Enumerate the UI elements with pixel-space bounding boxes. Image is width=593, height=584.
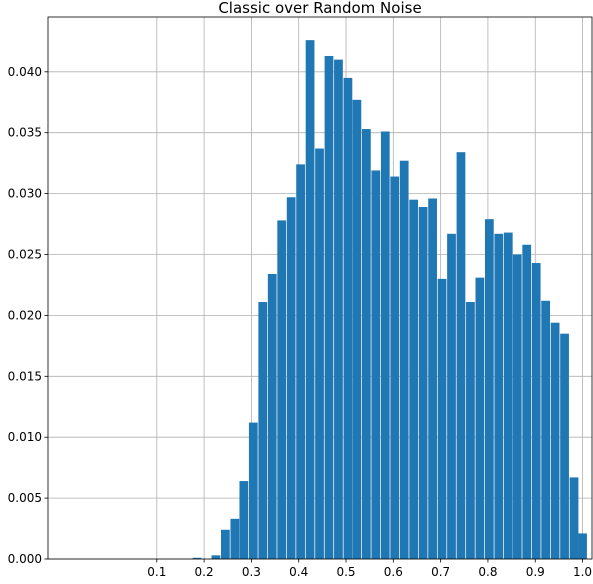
- histogram-bar: [494, 233, 504, 560]
- histogram-bar: [437, 278, 447, 559]
- histogram-bar: [390, 176, 400, 559]
- histogram-bar: [503, 232, 513, 559]
- histogram-bar: [456, 152, 466, 560]
- histogram-bar: [286, 197, 296, 559]
- histogram-bar: [380, 131, 390, 560]
- histogram-bar: [230, 518, 240, 559]
- y-tick-label: 0.025: [8, 248, 42, 262]
- histogram-bar: [248, 422, 258, 559]
- histogram-bar: [569, 477, 579, 559]
- histogram-bar: [343, 77, 353, 560]
- x-tick-label: 1.0: [573, 565, 592, 579]
- histogram-bar: [418, 207, 428, 559]
- histogram-bar: [239, 481, 249, 559]
- histogram-bar: [550, 322, 560, 559]
- bar-layer: [192, 40, 587, 560]
- y-tick-label: 0.010: [8, 430, 42, 444]
- histogram-bar: [409, 199, 419, 559]
- histogram-bar: [352, 99, 362, 559]
- histogram-bar: [305, 40, 315, 559]
- x-tick-label: 0.5: [336, 565, 355, 579]
- histogram-bar: [399, 160, 409, 559]
- y-tick-label: 0.035: [8, 126, 42, 140]
- histogram-bar: [578, 533, 587, 559]
- histogram-bar: [258, 302, 268, 559]
- histogram-bar: [475, 277, 485, 559]
- x-tick-label: 0.8: [478, 565, 497, 579]
- histogram-bar: [531, 263, 541, 559]
- x-tick-label: 0.1: [147, 565, 166, 579]
- y-tick-label: 0.005: [8, 491, 42, 505]
- histogram-bar: [324, 55, 334, 559]
- histogram-bar: [522, 244, 532, 560]
- histogram-bar: [211, 555, 221, 559]
- x-tick-label: 0.7: [431, 565, 450, 579]
- y-tick-label: 0.000: [8, 552, 42, 566]
- x-tick-label: 0.9: [526, 565, 545, 579]
- y-tick-label: 0.020: [8, 308, 42, 322]
- x-tick-label: 0.3: [242, 565, 261, 579]
- histogram-bar: [371, 170, 381, 560]
- y-tick-label: 0.040: [8, 65, 42, 79]
- histogram-bar: [267, 273, 277, 559]
- histogram-bar: [361, 129, 371, 559]
- x-tick-label: 0.4: [289, 565, 308, 579]
- axis-layer: 0.1 0.2 0.3 0.4 0.5 0.6 0.7 0.8 0.9 1.0 0.000 0.005…: [8, 16, 593, 579]
- chart-title: Classic over Random Noise: [218, 0, 421, 17]
- histogram-bar: [541, 300, 551, 559]
- histogram-bar: [466, 302, 475, 559]
- histogram-bar: [447, 233, 456, 560]
- histogram-bar: [296, 164, 305, 559]
- y-tick-label: 0.030: [8, 187, 42, 201]
- histogram-bar: [334, 59, 343, 560]
- histogram-bar: [221, 529, 230, 559]
- x-tick-label: 0.2: [195, 565, 214, 579]
- histogram-bar: [428, 198, 437, 560]
- histogram-bar: [560, 333, 569, 559]
- histogram-bar: [315, 148, 324, 560]
- y-tick-label: 0.015: [8, 369, 42, 383]
- histogram-bar: [484, 219, 494, 559]
- plot-frame: [47, 16, 593, 560]
- histogram-bar: [192, 557, 202, 559]
- x-tick-label: 0.6: [384, 565, 403, 579]
- histogram-bar: [277, 220, 287, 559]
- histogram-bar: [512, 254, 522, 559]
